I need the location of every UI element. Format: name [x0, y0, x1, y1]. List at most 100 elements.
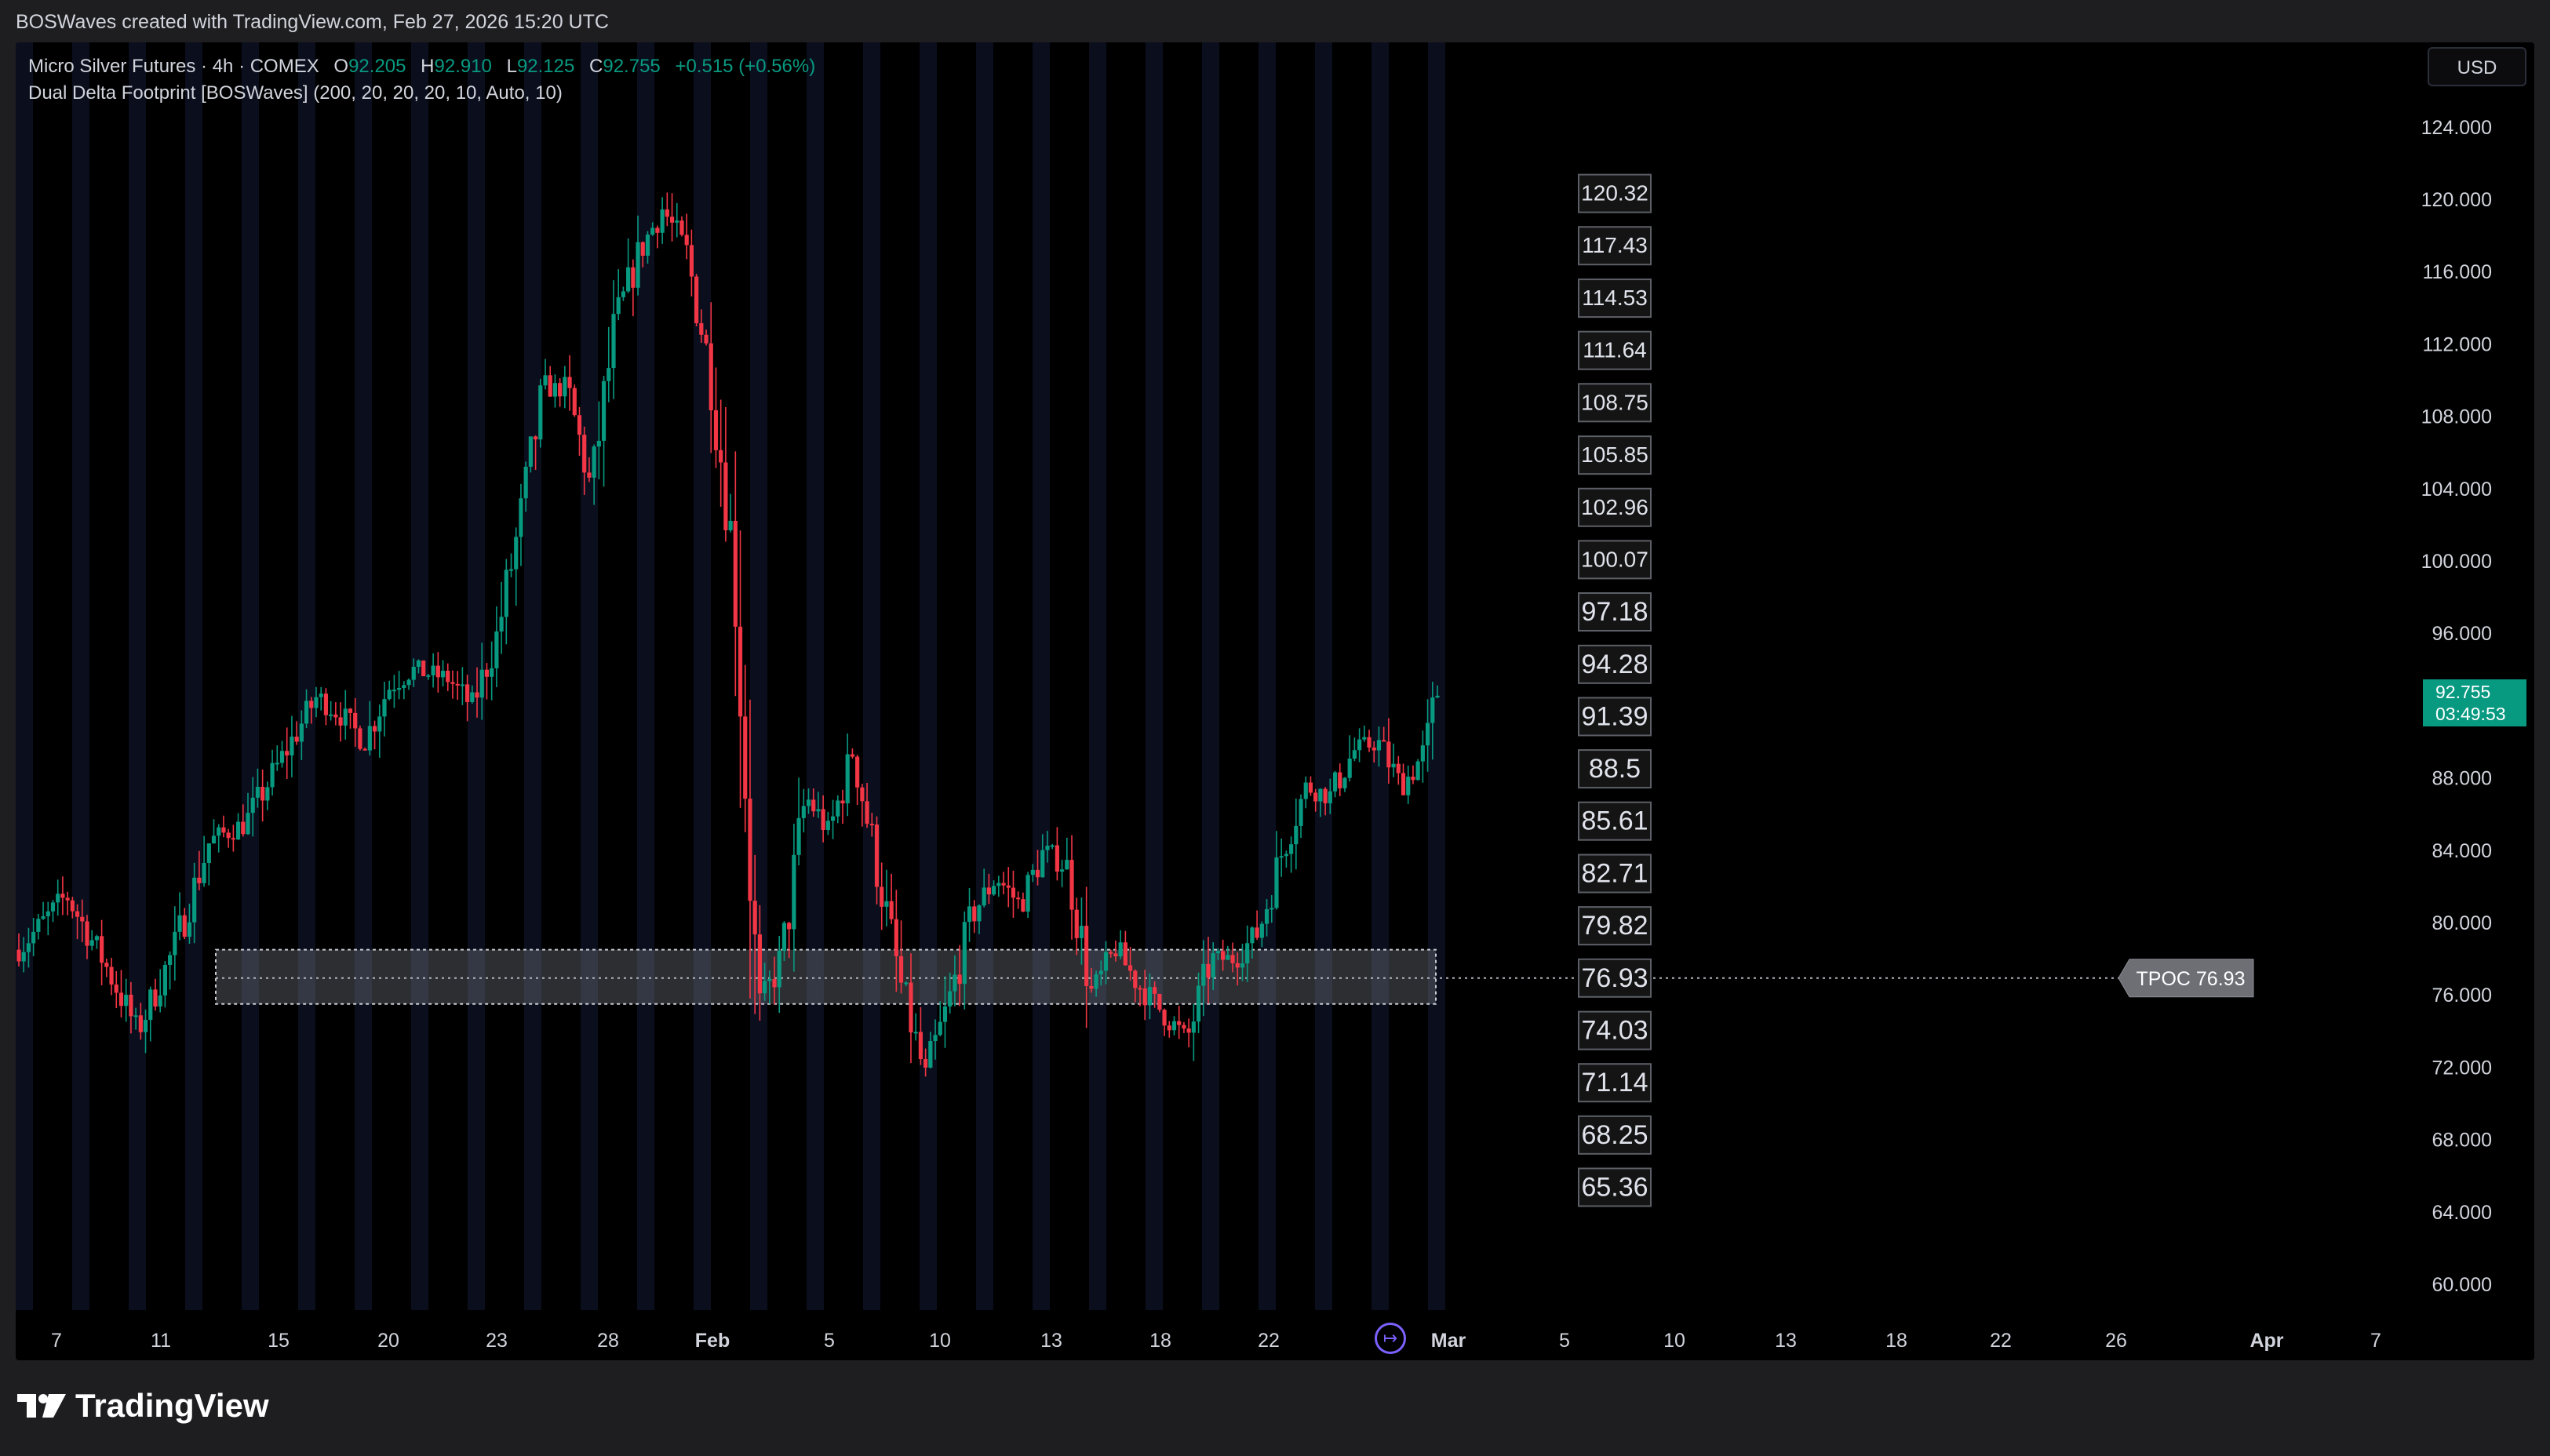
indicator-legend-row[interactable]: Dual Delta Footprint [BOSWaves] (200, 20…	[28, 80, 815, 107]
candle-body	[1162, 1010, 1167, 1026]
indicator-title: Dual Delta Footprint [BOSWaves] (200, 20…	[28, 82, 563, 104]
candle-body	[1221, 951, 1226, 960]
candle-body	[1215, 951, 1221, 954]
candle-body	[709, 343, 713, 410]
candle-body	[148, 989, 153, 1021]
price-level-label: 108.75	[1581, 390, 1648, 414]
candle-body	[1040, 850, 1045, 878]
candle-body	[1025, 875, 1030, 912]
candle-body	[231, 838, 235, 840]
candle-body	[158, 995, 162, 1007]
candle-body	[319, 693, 323, 697]
tpoc-label: TPOC 76.93	[2137, 968, 2246, 990]
candle-body	[1035, 869, 1040, 878]
candle-body	[607, 368, 611, 381]
price-level-label: 105.85	[1581, 442, 1648, 467]
candle-body	[1342, 777, 1347, 788]
price-level-label: 68.25	[1581, 1120, 1648, 1150]
candle-body	[129, 994, 133, 1017]
candle-body	[665, 209, 669, 217]
candle-body	[1016, 897, 1021, 900]
candle-body	[416, 660, 421, 668]
session-stripe	[1202, 42, 1219, 1310]
price-level-box	[1578, 958, 1652, 998]
candle-body	[728, 520, 733, 530]
candle-body	[821, 809, 825, 830]
price-level-box	[1578, 749, 1652, 789]
x-axis-tick-label: 28	[597, 1330, 619, 1352]
price-level-box	[1578, 697, 1652, 737]
candle-body	[226, 832, 231, 839]
chart-pane[interactable]: TPOC 76.93 120.32 117.43 114.53 111.64 108.75…	[16, 42, 2534, 1360]
candle-body	[279, 751, 285, 763]
x-axis-tick-label: Apr	[2249, 1330, 2283, 1352]
session-stripe	[411, 42, 428, 1310]
candle-body	[392, 690, 397, 692]
candle-body	[1250, 927, 1255, 944]
candle-body	[1411, 776, 1415, 781]
candle-body	[1323, 788, 1328, 803]
candle-body	[933, 1035, 938, 1042]
session-stripe	[976, 42, 993, 1310]
tradingview-logo[interactable]: TradingView	[17, 1387, 269, 1425]
candle-body	[1396, 763, 1401, 774]
price-level-label: 71.14	[1581, 1068, 1648, 1097]
candle-body	[1274, 857, 1279, 908]
candle-body	[329, 714, 333, 716]
candle-body	[967, 906, 972, 923]
session-stripe	[355, 42, 372, 1310]
candle-body	[538, 385, 543, 440]
candle-body	[162, 964, 167, 996]
currency-button[interactable]: USD	[2428, 47, 2526, 86]
candle-body	[314, 697, 319, 708]
candle-body	[435, 665, 440, 678]
candle-body	[645, 235, 650, 256]
price-level-box	[1578, 644, 1652, 684]
candle-body	[977, 905, 982, 922]
candle-body	[1030, 869, 1035, 875]
y-axis-tick-label: 100.000	[2421, 551, 2492, 573]
candle-body	[21, 952, 26, 962]
price-level-box	[1578, 278, 1652, 318]
candle-body	[1059, 869, 1065, 872]
candle-body	[294, 736, 299, 742]
candle-body	[1118, 942, 1123, 957]
symbol-legend-row[interactable]: Micro Silver Futures · 4h · COMEX O92.20…	[28, 53, 815, 80]
candle-body	[982, 887, 986, 906]
candle-body	[377, 716, 382, 732]
candle-body	[942, 1006, 948, 1022]
session-stripe	[1089, 42, 1106, 1310]
candle-body	[168, 955, 173, 965]
candle-body	[1196, 985, 1201, 1022]
candle-body	[50, 902, 56, 912]
price-level-box	[1578, 173, 1652, 213]
candle-body	[446, 671, 450, 682]
candle-body	[1308, 782, 1313, 793]
candle-body	[265, 787, 270, 801]
brand-name: TradingView	[75, 1387, 269, 1424]
candle-body	[1391, 763, 1396, 768]
x-axis-tick-label: Feb	[695, 1330, 730, 1352]
candle-body	[757, 934, 762, 994]
candle-body	[533, 436, 538, 440]
price-level-box	[1578, 801, 1652, 841]
session-stripe	[1372, 42, 1389, 1310]
candle-body	[582, 435, 587, 473]
candle-body	[1259, 923, 1264, 938]
candle-body	[1191, 1021, 1196, 1033]
candle-body	[850, 754, 855, 757]
candle-body	[455, 683, 460, 686]
candle-body	[367, 726, 372, 751]
price-level-label: 91.39	[1581, 701, 1648, 731]
candle-body	[723, 462, 728, 530]
x-axis-tick-label: 18	[1149, 1330, 1171, 1352]
y-axis-tick-label: 124.000	[2421, 117, 2492, 139]
candle-body	[1065, 860, 1069, 870]
candle-body	[669, 217, 675, 223]
price-chart[interactable]: TPOC 76.93 120.32 117.43 114.53 111.64 108.75…	[16, 42, 2534, 1360]
replay-arrow-icon[interactable]: ↦	[1375, 1323, 1406, 1354]
price-level-box	[1578, 854, 1652, 894]
y-axis-tick-label: 76.000	[2432, 985, 2492, 1006]
x-axis-tick-label: 20	[377, 1330, 399, 1352]
candle-body	[1182, 1025, 1186, 1029]
